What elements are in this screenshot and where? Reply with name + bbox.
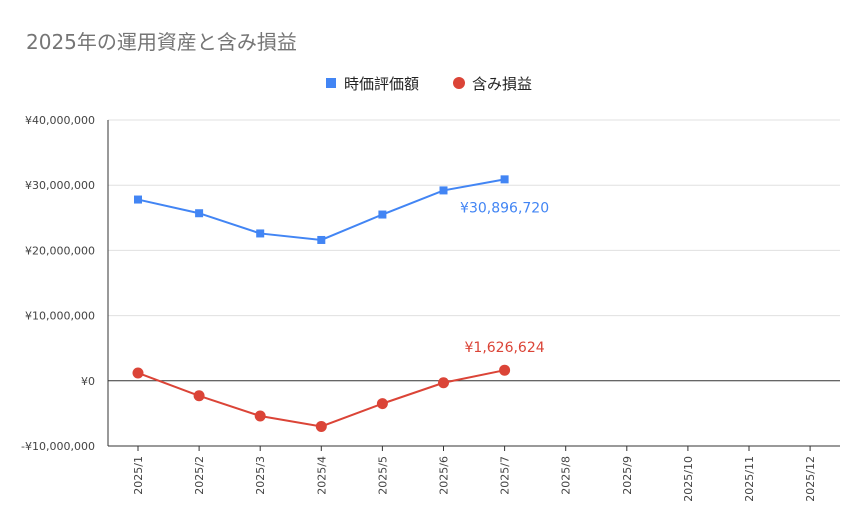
legend-marker-unrealized-pl <box>453 77 465 89</box>
legend: 時価評価額 含み損益 <box>326 75 532 93</box>
data-point <box>256 229 265 238</box>
data-label: ¥1,626,624 <box>465 340 545 356</box>
y-tick-label: ¥10,000,000 <box>25 310 95 323</box>
data-point <box>499 364 511 376</box>
data-point <box>438 377 449 389</box>
series-line <box>137 369 505 428</box>
x-tick-label: 2025/1 <box>132 456 145 495</box>
x-tick-label: 2025/5 <box>376 456 389 495</box>
x-tick-label: 2025/7 <box>499 456 512 495</box>
y-tick-label: -¥10,000,000 <box>21 440 95 453</box>
x-tick-label: 2025/6 <box>438 456 451 495</box>
y-tick-label: ¥20,000,000 <box>25 244 95 257</box>
data-point <box>439 186 448 195</box>
data-point <box>134 195 142 204</box>
data-label: ¥30,896,720 <box>460 200 549 216</box>
data-point <box>132 367 144 379</box>
legend-marker-market-value <box>326 78 336 88</box>
x-tick-label: 2025/9 <box>621 456 634 495</box>
y-tick-label: ¥30,000,000 <box>25 179 95 192</box>
legend-label-market-value: 時価評価額 <box>344 75 419 93</box>
legend-label-unrealized-pl: 含み損益 <box>472 75 532 93</box>
y-tick-label: ¥0 <box>81 375 95 388</box>
series-line <box>137 178 505 241</box>
x-tick-label: 2025/12 <box>804 456 817 502</box>
data-point <box>376 398 388 410</box>
data-point <box>500 175 509 184</box>
data-point <box>315 420 327 432</box>
data-point <box>378 210 387 219</box>
x-tick-label: 2025/10 <box>682 456 695 502</box>
x-tick-label: 2025/3 <box>254 456 267 495</box>
x-axis-ticks: 2025/1 2025/2 2025/3 2025/4 2025/5 2025/6 2025… <box>132 446 817 502</box>
data-point <box>317 235 326 244</box>
data-point <box>254 410 266 422</box>
x-tick-label: 2025/4 <box>315 456 328 495</box>
x-tick-label: 2025/2 <box>193 456 206 495</box>
series <box>132 175 511 432</box>
x-tick-label: 2025/8 <box>560 456 573 495</box>
x-tick-label: 2025/11 <box>743 456 756 502</box>
y-tick-label: ¥40,000,000 <box>25 114 95 127</box>
gridlines <box>107 119 840 447</box>
data-point <box>195 209 204 218</box>
data-point <box>193 390 205 402</box>
chart-title: 2025年の運用資産と含み損益 <box>26 30 297 54</box>
data-labels: ¥30,896,720 ¥1,626,624 <box>460 200 549 356</box>
y-axis-ticks: -¥10,000,000 ¥0 ¥10,000,000 ¥20,000,000 ¥30,… <box>21 114 95 453</box>
